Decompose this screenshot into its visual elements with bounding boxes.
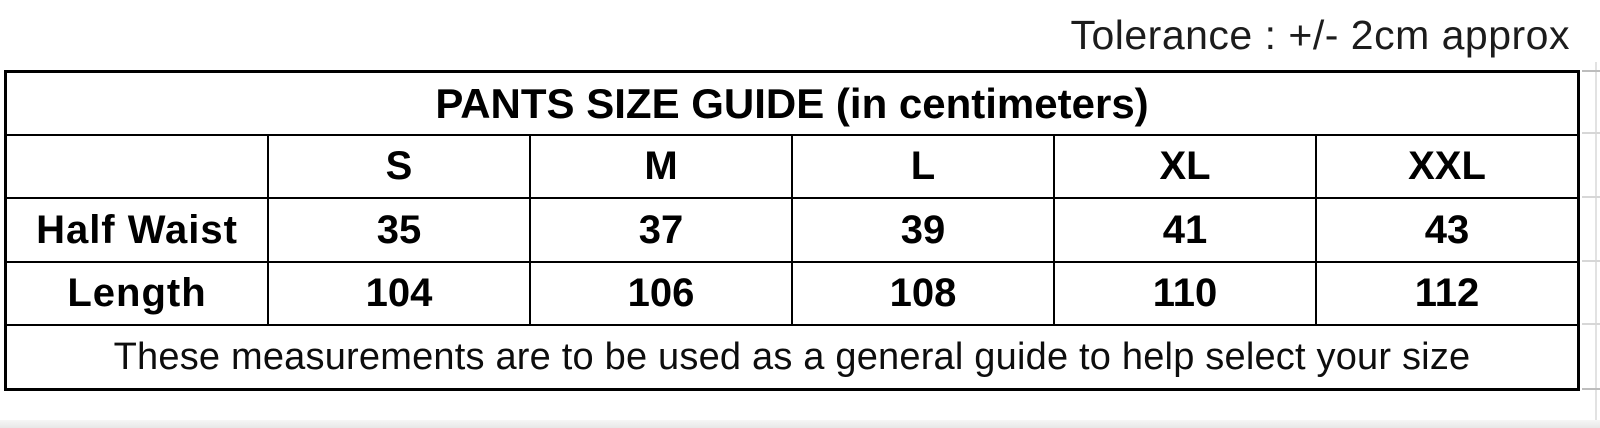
size-col-header-s: S xyxy=(267,136,529,197)
gridline-extension xyxy=(1582,132,1600,134)
size-col-header-m: M xyxy=(529,136,791,197)
size-header-row: S M L XL XXL xyxy=(7,134,1577,197)
gridline-extension xyxy=(1582,196,1600,198)
half-waist-value-s: 35 xyxy=(267,199,529,261)
gridline-extension xyxy=(1582,260,1600,262)
gridline-right-vertical xyxy=(1595,62,1597,428)
row-label-half-waist: Half Waist xyxy=(36,207,238,252)
gridline-extension xyxy=(1582,323,1600,325)
half-waist-row: Half Waist 35 37 39 41 43 xyxy=(7,197,1577,261)
table-title-row: PANTS SIZE GUIDE (in centimeters) xyxy=(7,73,1577,134)
size-col-header-xl: XL xyxy=(1053,136,1315,197)
half-waist-value-l: 39 xyxy=(791,199,1053,261)
table-footnote: These measurements are to be used as a g… xyxy=(113,335,1471,378)
table-title: PANTS SIZE GUIDE (in centimeters) xyxy=(435,79,1149,127)
size-col-header-xxl: XXL xyxy=(1315,136,1577,197)
length-value-xl: 110 xyxy=(1053,263,1315,324)
row-label-length: Length xyxy=(67,271,207,315)
gridline-extension xyxy=(1582,388,1600,390)
length-value-l: 108 xyxy=(791,263,1053,324)
bottom-edge-shade xyxy=(0,420,1600,428)
half-waist-value-m: 37 xyxy=(529,199,791,261)
half-waist-value-xl: 41 xyxy=(1053,199,1315,261)
length-value-m: 106 xyxy=(529,263,791,324)
corner-cell xyxy=(7,136,267,197)
length-value-s: 104 xyxy=(267,263,529,324)
length-value-xxl: 112 xyxy=(1315,263,1577,324)
half-waist-value-xxl: 43 xyxy=(1315,199,1577,261)
gridline-extension xyxy=(1582,70,1600,72)
size-col-header-l: L xyxy=(791,136,1053,197)
tolerance-note: Tolerance : +/- 2cm approx xyxy=(1070,12,1570,58)
length-row: Length 104 106 108 110 112 xyxy=(7,261,1577,324)
pants-size-table: PANTS SIZE GUIDE (in centimeters) S M L … xyxy=(4,70,1580,391)
footnote-row: These measurements are to be used as a g… xyxy=(7,324,1577,388)
